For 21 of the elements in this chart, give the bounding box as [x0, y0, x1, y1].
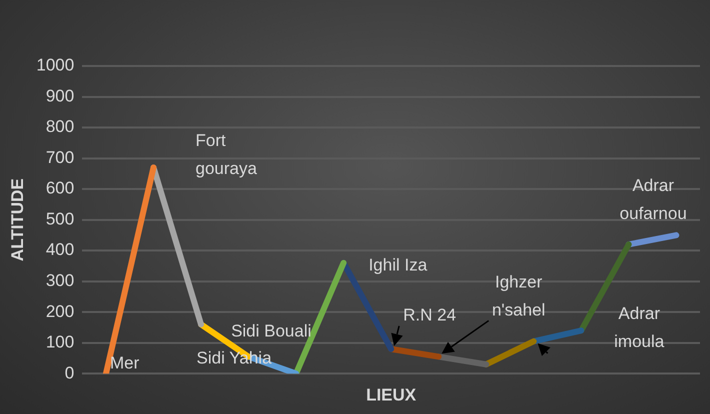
y-tick-label: 300: [46, 271, 74, 290]
annotation: Adrar imoula: [614, 304, 665, 352]
annotation: Adrar oufarnou: [620, 176, 687, 223]
y-tick-label: 900: [46, 86, 74, 106]
y-tick-label: 1000: [36, 56, 74, 75]
annotation: Sidi Bouali: [231, 321, 312, 340]
y-tick-label: 500: [46, 209, 74, 228]
y-tick-label: 700: [46, 148, 74, 167]
y-tick-label: 800: [46, 117, 74, 136]
annotation: R.N 24: [403, 306, 456, 325]
y-tick-label: 0: [64, 363, 74, 382]
annotation: Fort gouraya: [196, 131, 258, 178]
y-tick-label: 100: [46, 332, 74, 352]
annotation: Ighil Iza: [368, 256, 428, 275]
y-tick-label: 400: [46, 240, 74, 260]
annotation: Ighzer n'sahel: [492, 272, 546, 320]
y-axis-title: ALTITUDE: [8, 178, 27, 262]
x-axis-title: LIEUX: [366, 385, 417, 404]
y-tick-label: 600: [46, 178, 74, 198]
y-tick-label: 200: [46, 302, 74, 321]
annotation: Mer: [110, 353, 140, 372]
